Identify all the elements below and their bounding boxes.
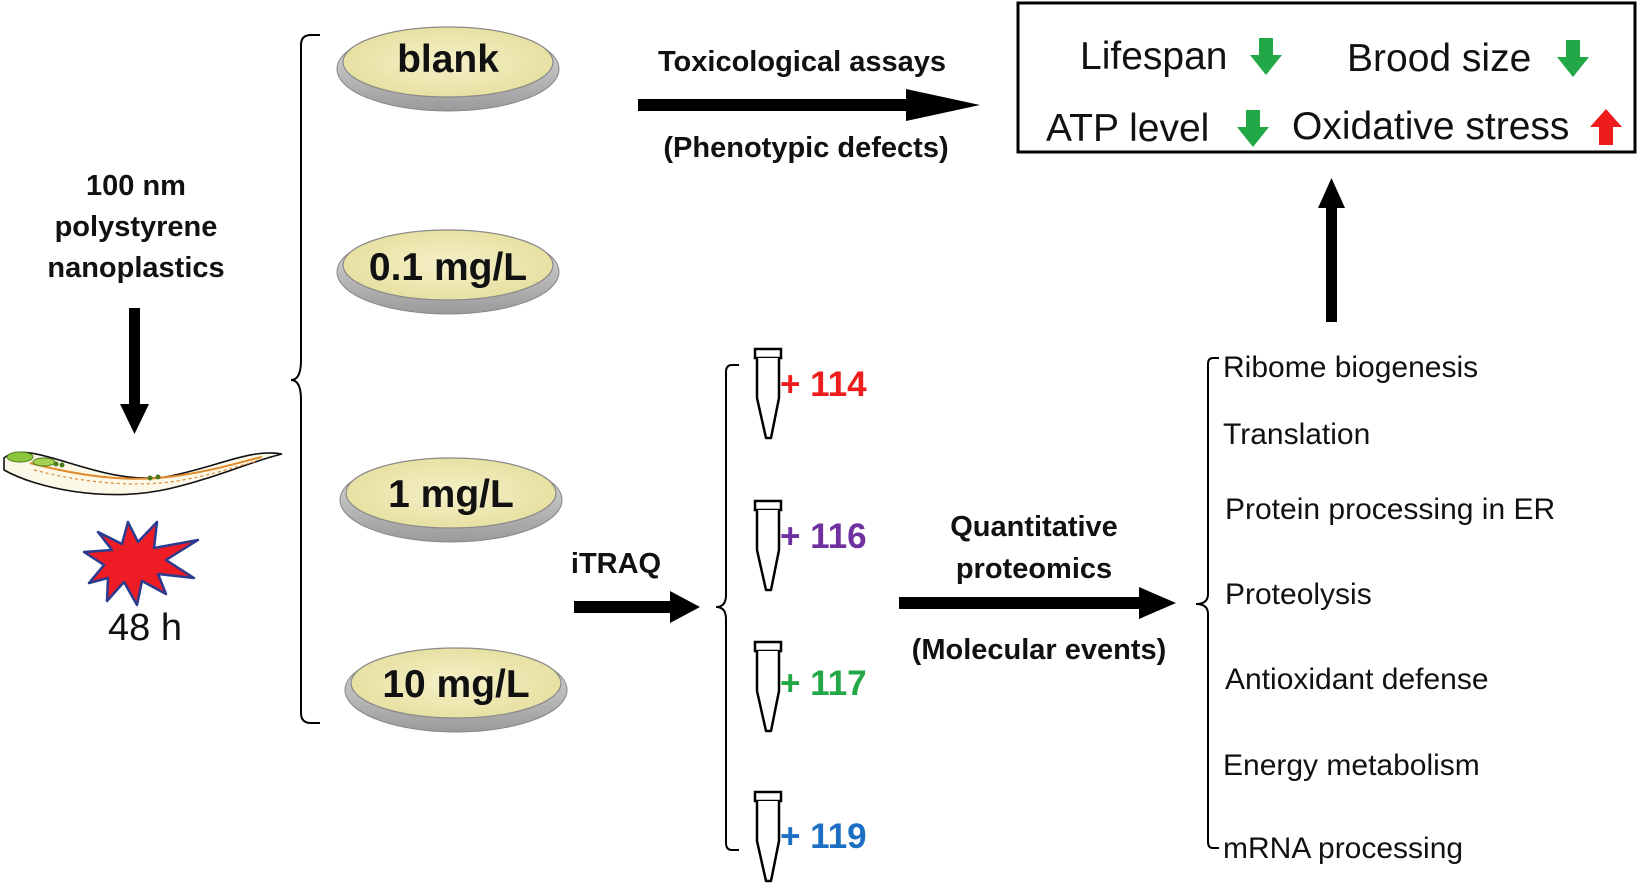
petri-dish-0.1: 0.1 mg/L xyxy=(336,229,560,315)
event-energy-metabolism: Energy metabolism xyxy=(1223,749,1480,782)
itraq-arrow xyxy=(574,591,700,623)
event-translation: Translation xyxy=(1223,418,1370,451)
tube-119-icon xyxy=(753,790,783,883)
brood-down-arrow-icon xyxy=(1557,40,1589,77)
proteomics-subtitle: (Molecular events) xyxy=(912,634,1167,666)
petri-dish-10: 10 mg/L xyxy=(344,647,568,733)
toxicology-arrow xyxy=(638,89,980,121)
toxicology-subtitle: (Phenotypic defects) xyxy=(663,132,948,164)
proteomics-arrow xyxy=(899,587,1176,619)
nematode-icon xyxy=(3,451,283,496)
proteomics-line-1: Quantitative xyxy=(950,511,1118,543)
down-arrow xyxy=(120,308,149,434)
input-line-1: 100 nm xyxy=(86,170,186,202)
dish-label-0.1: 0.1 mg/L xyxy=(369,246,527,289)
tube-114-icon xyxy=(753,347,783,440)
input-line-3: nanoplastics xyxy=(47,252,224,284)
itraq-label: iTRAQ xyxy=(571,548,661,580)
lifespan-down-arrow-icon xyxy=(1250,38,1282,75)
event-mrna-processing: mRNA processing xyxy=(1223,832,1463,865)
atp-down-arrow-icon xyxy=(1237,110,1269,147)
input-line-2: polystyrene xyxy=(55,211,218,243)
tag-116: + 116 xyxy=(780,517,867,556)
phenotype-oxidative-label: Oxidative stress xyxy=(1292,105,1569,148)
phenotype-lifespan-label: Lifespan xyxy=(1080,35,1227,78)
tag-117: + 117 xyxy=(780,664,867,703)
phenotype-brood-label: Brood size xyxy=(1347,37,1531,80)
tube-117-icon xyxy=(753,640,783,733)
toxicology-title: Toxicological assays xyxy=(658,46,946,78)
event-proteolysis: Proteolysis xyxy=(1225,578,1372,611)
phenotype-box xyxy=(1016,1,1637,154)
petri-dish-1: 1 mg/L xyxy=(339,457,563,543)
event-antioxidant-defense: Antioxidant defense xyxy=(1225,663,1489,696)
tag-114: + 114 xyxy=(780,365,867,404)
proteomics-line-2: proteomics xyxy=(956,553,1112,585)
petri-dish-blank: blank xyxy=(336,26,560,112)
event-protein-processing: Protein processing in ER xyxy=(1225,493,1555,526)
tag-119: + 119 xyxy=(780,817,867,856)
events-bracket xyxy=(1195,357,1219,849)
dish-label-1: 1 mg/L xyxy=(388,473,514,516)
dish-label-10: 10 mg/L xyxy=(382,663,529,706)
exposure-time: 48 h xyxy=(108,607,182,649)
dish-bracket xyxy=(290,34,320,724)
event-ribome-biogenesis: Ribome biogenesis xyxy=(1223,351,1478,384)
up-arrow xyxy=(1318,178,1345,322)
exposure-burst-icon xyxy=(82,520,200,607)
dish-label-blank: blank xyxy=(397,38,499,81)
phenotype-atp-label: ATP level xyxy=(1046,107,1209,150)
oxidative-up-arrow-icon xyxy=(1590,109,1622,145)
tube-116-icon xyxy=(753,499,783,592)
itraq-bracket xyxy=(715,364,739,851)
